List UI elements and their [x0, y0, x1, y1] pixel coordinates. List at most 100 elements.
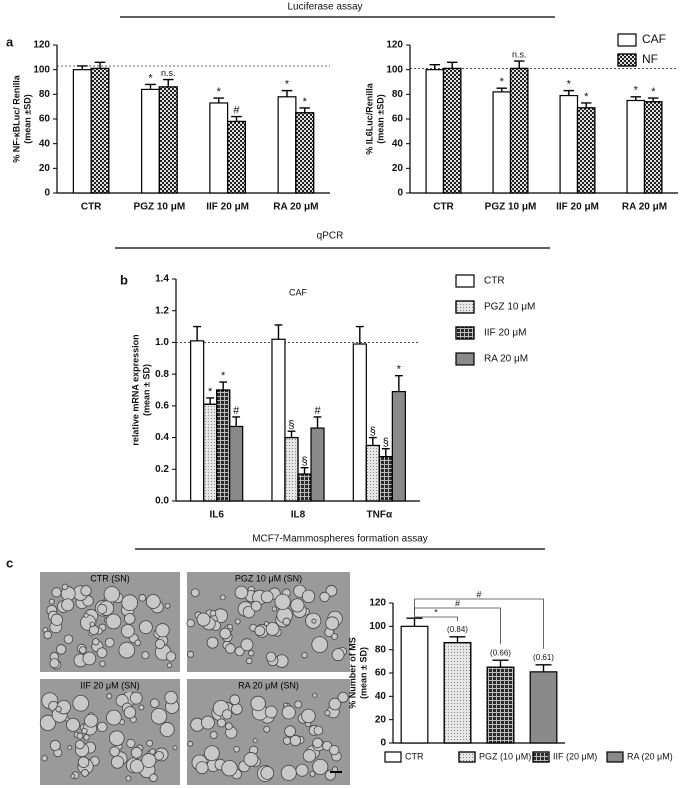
legend-label: RA (20 μM) [627, 751, 673, 761]
cell [129, 759, 145, 774]
cell [105, 613, 122, 630]
cell [76, 732, 84, 740]
significance: * [434, 607, 438, 617]
cell [289, 734, 302, 747]
cell [248, 650, 255, 657]
cell [243, 752, 259, 767]
cell [70, 773, 76, 779]
y-tick-label: 40 [39, 138, 51, 149]
significance: # [455, 598, 460, 608]
cell [149, 773, 158, 783]
significance: * [208, 386, 213, 398]
cell [246, 657, 253, 665]
error-bar [94, 61, 106, 69]
error-bar [630, 96, 642, 101]
cell [301, 708, 316, 724]
cell [302, 749, 317, 763]
cell [234, 618, 241, 625]
cell [203, 745, 220, 762]
cell [250, 695, 266, 712]
error-bar [563, 89, 575, 96]
y-tick-label: 0.2 [155, 464, 169, 475]
y-tick-label: 60 [392, 114, 404, 125]
cell [126, 738, 136, 748]
cell [123, 706, 137, 719]
cell [309, 770, 316, 777]
cell [154, 750, 164, 761]
legend-swatch-pattern [455, 326, 475, 340]
micrograph-label: PGZ 10 μM (SN) [235, 573, 302, 583]
x-tick-label: PGZ 10 μM [485, 202, 537, 213]
panel-label: b [120, 272, 128, 287]
legend-label: CAF [642, 32, 666, 46]
value-annotation: (0.61) [533, 653, 554, 662]
x-tick-label: CTR [81, 202, 102, 213]
panel-label: a [6, 34, 14, 49]
cell [80, 585, 92, 597]
significance: n.s. [512, 49, 527, 59]
cell [77, 756, 90, 768]
legend-label: PGZ (10 μM) [479, 751, 531, 761]
cell [294, 700, 303, 709]
y-tick-label: 40 [392, 138, 404, 149]
cell [141, 753, 157, 768]
cell [55, 644, 67, 655]
cell [138, 594, 147, 602]
cell [49, 658, 60, 669]
y-tick-label: 100 [386, 64, 403, 75]
cell [165, 651, 177, 662]
legend-swatch-pattern [458, 751, 476, 763]
x-tick-label: PGZ 10 μM [134, 202, 186, 213]
bar-pattern [216, 389, 231, 502]
bar [425, 69, 445, 194]
y-tick-label: 0.4 [155, 432, 169, 443]
legend-swatch [384, 751, 402, 763]
cell [233, 745, 240, 753]
cell [164, 691, 178, 705]
chart-title: CAF [289, 287, 308, 297]
significance: # [476, 589, 481, 599]
cell [155, 623, 170, 638]
x-tick-label: IIF 20 μM [206, 202, 249, 213]
cell [134, 639, 142, 647]
cell [106, 693, 113, 700]
cell [108, 730, 125, 747]
cell [311, 618, 317, 624]
bar-pattern [643, 101, 663, 194]
y-tick-label: 80 [375, 644, 387, 655]
cell [206, 636, 219, 649]
significance: § [383, 437, 389, 449]
cell [125, 775, 132, 782]
cell [263, 725, 271, 733]
cell [50, 613, 63, 626]
y-tick-label: 80 [39, 89, 51, 100]
significance: § [301, 456, 307, 468]
cell [146, 739, 154, 747]
error-bar [580, 102, 592, 108]
cell [312, 692, 318, 698]
cell [99, 660, 106, 667]
y-axis-label: % NF-κBLuc/ Renilla [11, 74, 21, 163]
error-bar [355, 325, 364, 345]
bar-pattern [576, 107, 596, 194]
error-bar [647, 97, 659, 102]
bar [352, 343, 367, 502]
value-annotation: (0.84) [447, 625, 468, 634]
y-axis-label: (mean ± SD) [141, 364, 151, 416]
cell [149, 698, 160, 708]
cell [260, 766, 275, 780]
cell [216, 718, 226, 728]
cell [83, 734, 90, 741]
panel-label: c [6, 555, 13, 570]
y-tick-label: 60 [39, 114, 51, 125]
bar [310, 427, 325, 502]
bar-pattern [284, 436, 299, 502]
cell [109, 746, 120, 757]
cell [227, 623, 233, 630]
cell [129, 691, 143, 705]
micrograph-label: IIF 20 μM (SN) [80, 680, 139, 690]
cell [225, 722, 233, 730]
significance: * [651, 86, 656, 98]
section-header: MCF7-Mammospheres formation assay [252, 534, 428, 545]
